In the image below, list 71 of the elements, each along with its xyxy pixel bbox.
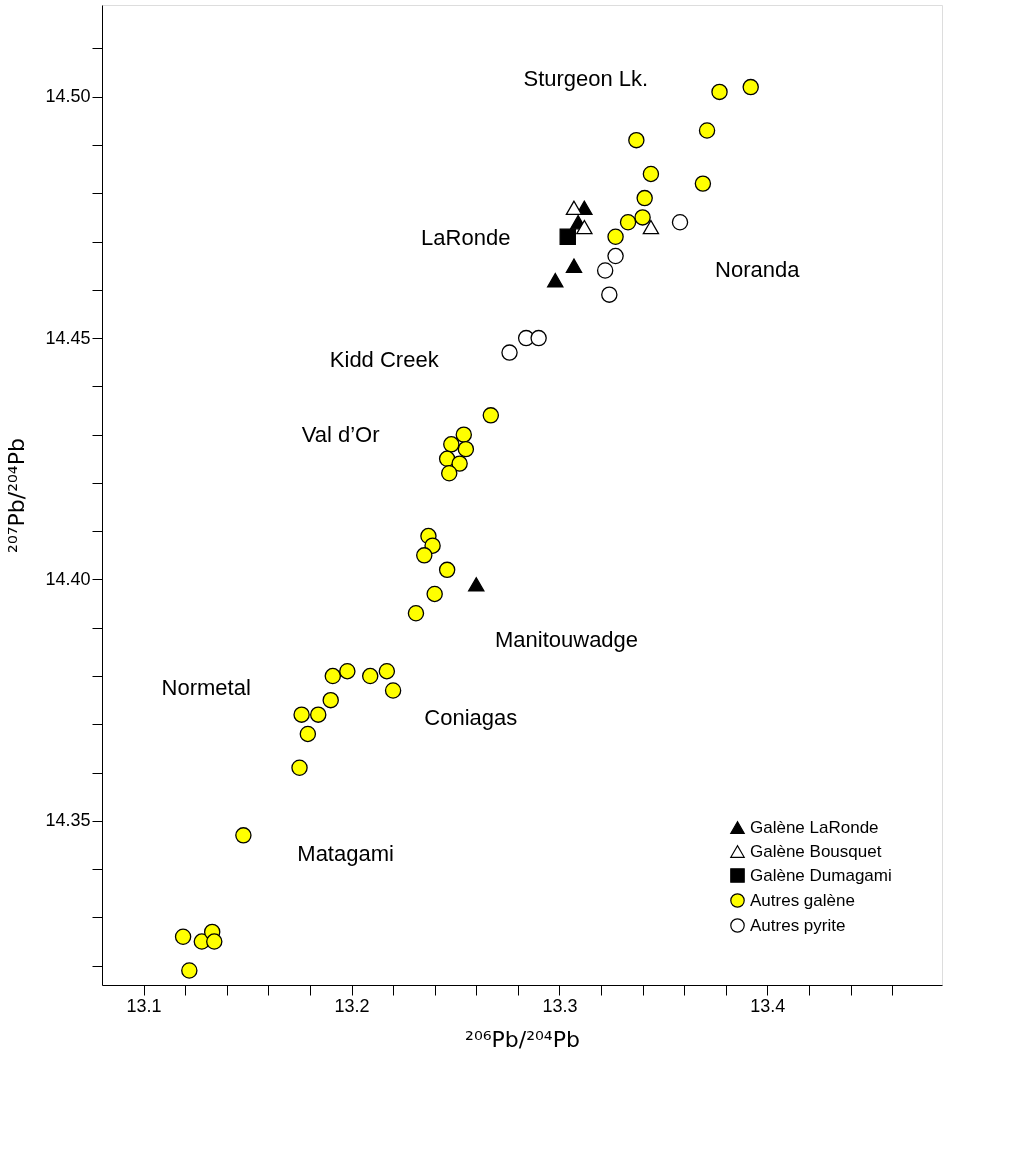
point <box>565 200 583 215</box>
point <box>636 189 653 207</box>
point <box>642 165 660 183</box>
annotation: LaRonde <box>421 225 511 251</box>
point <box>174 928 192 945</box>
y-axis-title: ²⁰⁷Pb/²⁰⁴Pb <box>4 438 30 553</box>
point <box>547 272 564 288</box>
y-tick-label: 14.50 <box>45 86 91 107</box>
point <box>416 547 433 564</box>
point <box>206 933 223 950</box>
point <box>235 827 252 844</box>
point <box>322 691 339 709</box>
point <box>384 682 402 699</box>
x-tick-label: 13.4 <box>750 995 786 1016</box>
point <box>642 219 660 235</box>
legend-label: Galène Dumagami <box>750 865 892 885</box>
x-tick-label: 13.2 <box>334 995 370 1016</box>
point <box>565 258 583 273</box>
point <box>607 228 624 245</box>
y-tick-label: 14.35 <box>45 810 91 831</box>
annotation: Sturgeon Lk. <box>523 65 649 91</box>
point <box>619 214 637 231</box>
point <box>601 286 618 303</box>
annotation: Normetal <box>161 675 251 701</box>
x-axis-title: ²⁰⁶Pb/²⁰⁴Pb <box>465 1026 580 1052</box>
point <box>451 455 468 472</box>
point <box>742 78 759 96</box>
point <box>378 662 396 680</box>
y-tick-label: 14.40 <box>45 568 91 589</box>
legend-label: Galène Bousquet <box>750 841 882 861</box>
point <box>634 209 651 226</box>
annotation: Kidd Creek <box>329 346 440 372</box>
legend-label: Autres pyrite <box>750 915 846 935</box>
point <box>293 706 310 723</box>
point <box>339 662 356 680</box>
point <box>440 465 458 482</box>
point <box>181 962 198 979</box>
annotation: Noranda <box>715 256 801 282</box>
point <box>501 344 518 361</box>
point <box>576 219 593 235</box>
point <box>671 214 689 231</box>
legend-label: Autres galène <box>750 890 855 910</box>
point <box>559 228 576 245</box>
point <box>482 407 500 424</box>
point <box>299 725 317 743</box>
annotation: Coniagas <box>424 705 518 731</box>
point <box>711 83 728 101</box>
point <box>291 759 308 776</box>
point <box>596 262 614 279</box>
x-tick-label: 13.1 <box>126 995 162 1016</box>
point <box>457 440 475 458</box>
point <box>438 561 456 579</box>
point <box>361 667 379 685</box>
point <box>443 436 460 453</box>
y-tick-label: 14.45 <box>45 327 91 348</box>
point <box>455 426 473 443</box>
x-tick-label: 13.3 <box>542 995 578 1016</box>
point <box>407 605 425 622</box>
legend-label: Galène LaRonde <box>750 817 879 837</box>
point <box>694 175 712 192</box>
point <box>468 577 485 592</box>
point <box>607 247 624 265</box>
point <box>310 706 327 723</box>
annotation: Val d’Or <box>301 422 380 448</box>
point <box>426 585 443 603</box>
point <box>530 329 547 347</box>
point <box>698 122 716 139</box>
point <box>628 131 645 149</box>
point <box>324 667 342 685</box>
annotation: Manitouwadge <box>494 627 639 653</box>
annotation: Matagami <box>297 840 394 866</box>
